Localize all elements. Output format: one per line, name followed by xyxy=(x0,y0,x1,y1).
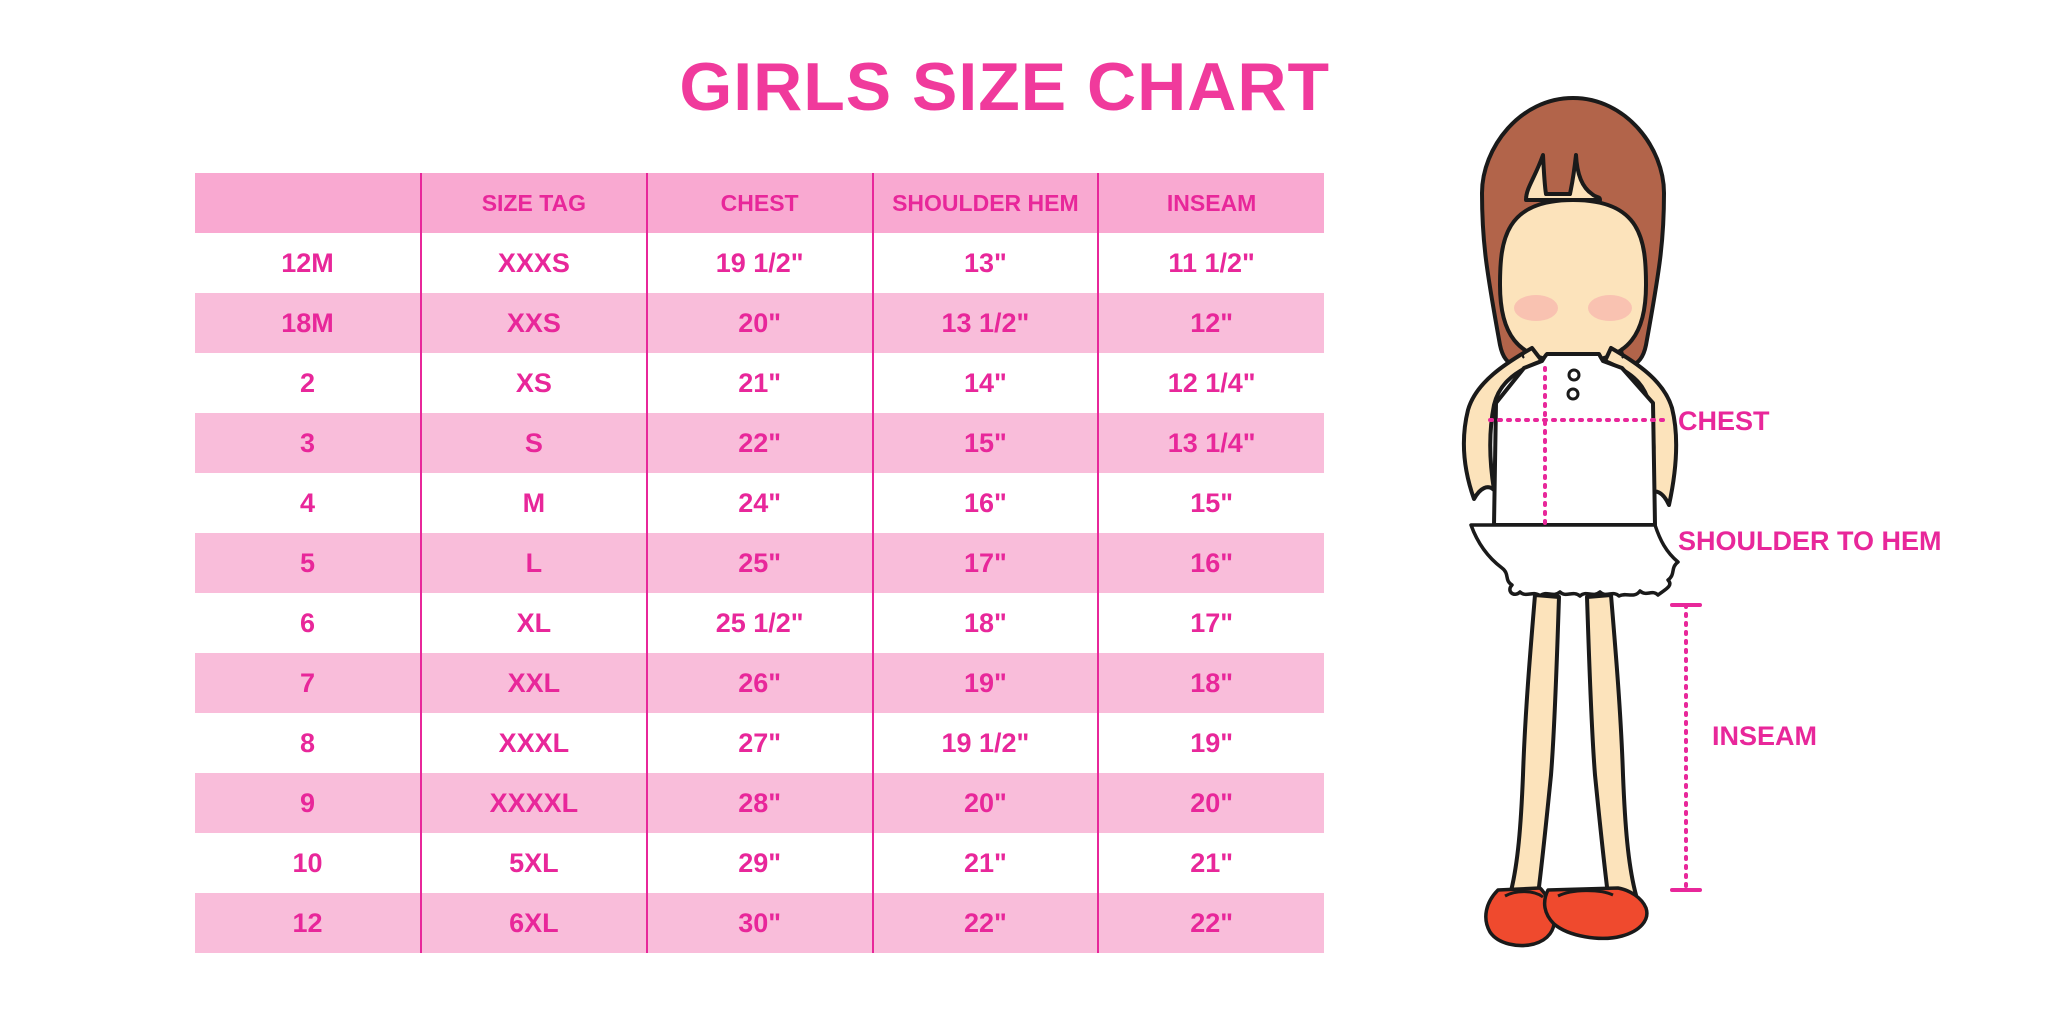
svg-text:INSEAM: INSEAM xyxy=(1712,721,1817,751)
svg-text:CHEST: CHEST xyxy=(1678,406,1770,436)
svg-text:SHOULDER TO HEM: SHOULDER TO HEM xyxy=(1678,526,1942,556)
